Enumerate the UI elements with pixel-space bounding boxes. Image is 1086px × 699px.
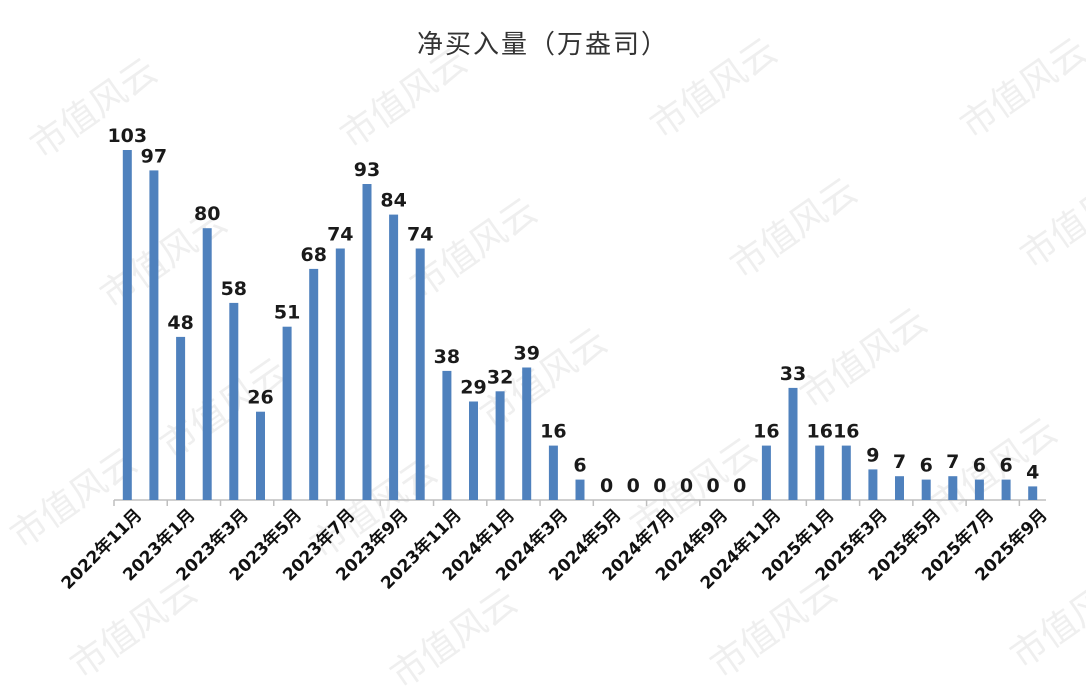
bar bbox=[1001, 479, 1011, 500]
data-label: 48 bbox=[167, 312, 193, 334]
bar bbox=[442, 370, 452, 500]
bar bbox=[256, 411, 265, 500]
data-label: 39 bbox=[513, 343, 539, 365]
data-label: 16 bbox=[833, 421, 859, 443]
bar bbox=[415, 248, 425, 500]
bar bbox=[974, 479, 984, 500]
bar bbox=[229, 302, 239, 500]
data-label: 6 bbox=[573, 455, 586, 477]
data-label: 58 bbox=[221, 278, 247, 300]
data-label: 29 bbox=[460, 377, 486, 399]
data-label: 74 bbox=[407, 224, 433, 246]
bar bbox=[522, 367, 532, 500]
data-label: 0 bbox=[653, 475, 666, 497]
data-label: 7 bbox=[893, 451, 906, 473]
data-label: 0 bbox=[706, 475, 719, 497]
data-label: 51 bbox=[274, 302, 300, 324]
data-label: 4 bbox=[1026, 461, 1039, 483]
data-label: 84 bbox=[380, 190, 406, 212]
data-label: 0 bbox=[733, 475, 746, 497]
data-label: 38 bbox=[434, 346, 460, 368]
data-label: 103 bbox=[107, 125, 147, 147]
bar bbox=[548, 445, 558, 500]
bar bbox=[841, 445, 851, 500]
chart-title: 净买入量（万盎司） bbox=[416, 30, 669, 60]
bar bbox=[282, 326, 292, 500]
data-label: 6 bbox=[920, 455, 933, 477]
bar bbox=[895, 476, 904, 500]
data-label: 68 bbox=[300, 244, 326, 266]
data-label: 7 bbox=[946, 451, 959, 473]
bar bbox=[788, 387, 798, 500]
data-label: 9 bbox=[866, 444, 879, 466]
data-label: 0 bbox=[600, 475, 613, 497]
bar bbox=[575, 479, 585, 500]
bar-chart: 1032022年11月97482023年1月80582023年3月2651202… bbox=[57, 125, 1051, 594]
bar bbox=[815, 445, 825, 500]
bar bbox=[389, 214, 399, 500]
bar bbox=[149, 170, 159, 500]
bar bbox=[122, 150, 132, 500]
bar bbox=[921, 479, 931, 500]
bar bbox=[868, 469, 878, 500]
data-label: 80 bbox=[194, 203, 220, 225]
data-label: 97 bbox=[141, 145, 167, 167]
data-label: 16 bbox=[540, 421, 566, 443]
data-label: 0 bbox=[627, 475, 640, 497]
data-label: 33 bbox=[780, 363, 806, 385]
data-label: 16 bbox=[806, 421, 832, 443]
data-label: 0 bbox=[680, 475, 693, 497]
data-label: 6 bbox=[999, 455, 1012, 477]
data-label: 6 bbox=[973, 455, 986, 477]
data-label: 74 bbox=[327, 224, 353, 246]
data-label: 32 bbox=[487, 366, 513, 388]
data-label: 16 bbox=[753, 421, 779, 443]
bar bbox=[309, 268, 319, 500]
bar bbox=[335, 248, 345, 500]
bar bbox=[202, 228, 212, 500]
bar bbox=[176, 336, 186, 500]
bar bbox=[1028, 486, 1038, 500]
bar bbox=[469, 401, 478, 500]
bar bbox=[362, 184, 372, 500]
bar bbox=[495, 391, 505, 500]
bar bbox=[761, 445, 771, 500]
data-label: 93 bbox=[354, 159, 380, 181]
bar bbox=[948, 476, 958, 500]
data-label: 26 bbox=[247, 387, 273, 409]
